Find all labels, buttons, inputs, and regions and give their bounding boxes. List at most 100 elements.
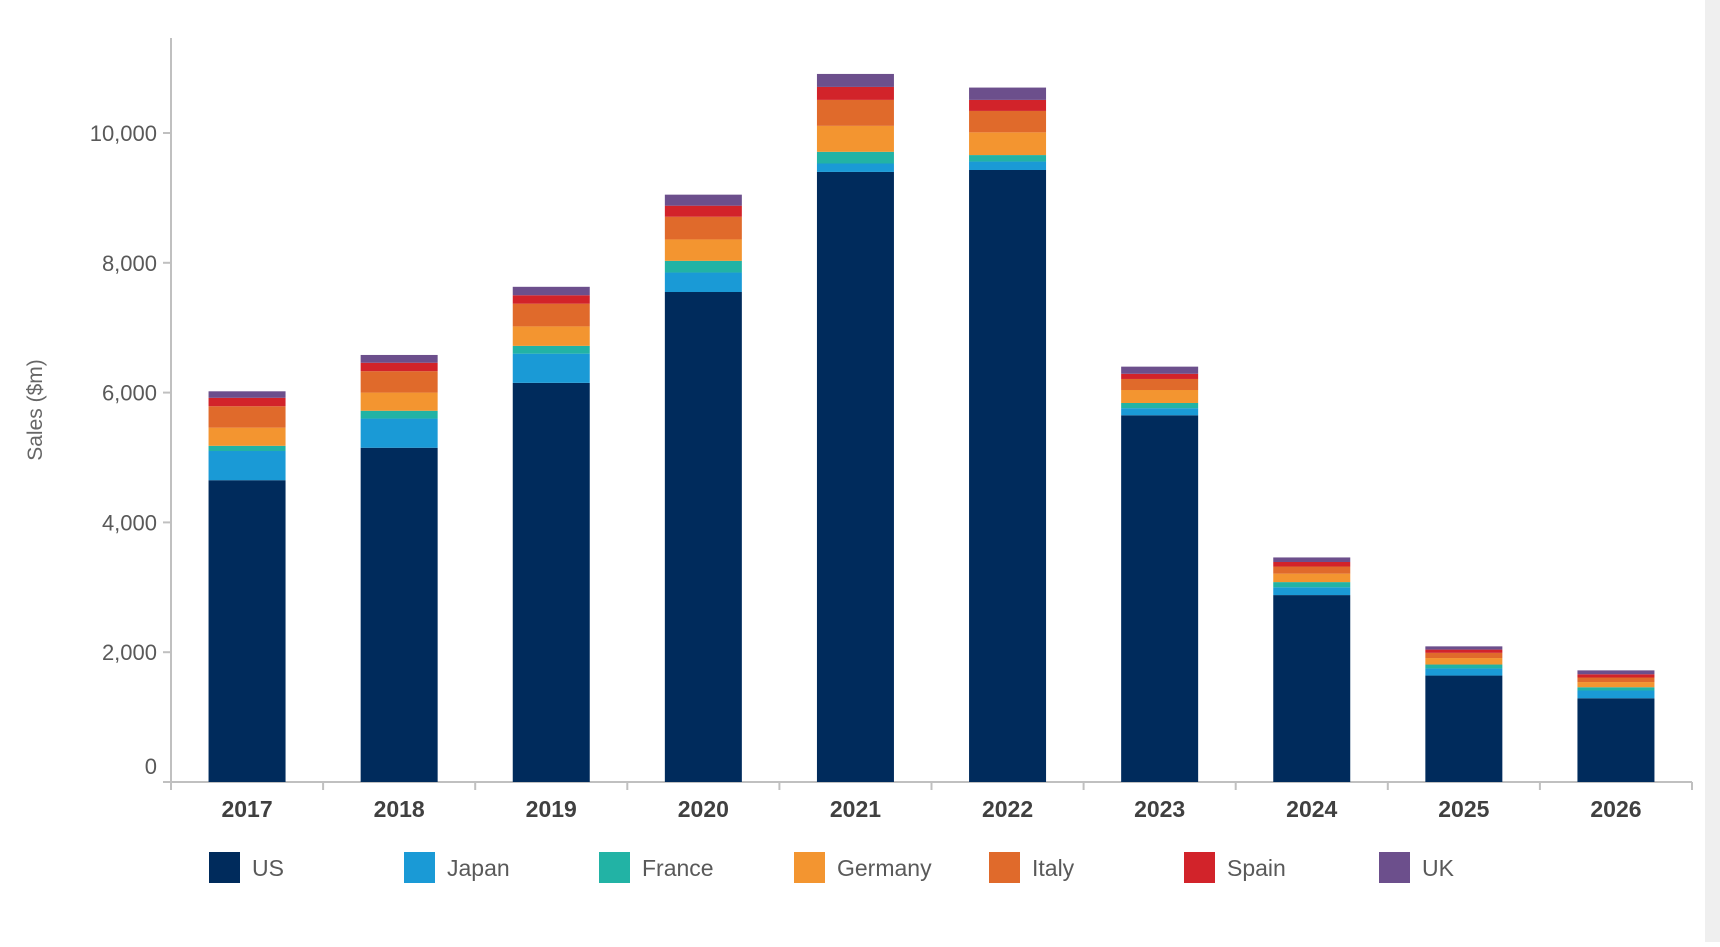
bar-stack-2022[interactable] (969, 87, 1047, 783)
bar-segment-france[interactable] (1273, 582, 1351, 588)
bar-segment-germany[interactable] (1425, 658, 1503, 665)
bar-segment-uk[interactable] (1577, 670, 1655, 675)
bar-segment-spain[interactable] (969, 99, 1047, 111)
bar-segment-germany[interactable] (208, 427, 286, 446)
bar-segment-germany[interactable] (664, 239, 742, 261)
bar-segment-italy[interactable] (1273, 566, 1351, 574)
bar-stack-2021[interactable] (816, 73, 894, 782)
bar-stack-2023[interactable] (1121, 366, 1199, 782)
bar-segment-france[interactable] (512, 345, 590, 354)
bar-segment-japan[interactable] (664, 272, 742, 293)
legend-label: US (252, 855, 284, 881)
bar-segment-us[interactable] (1121, 415, 1199, 782)
bar-segment-us[interactable] (360, 447, 438, 782)
bar-segment-spain[interactable] (664, 205, 742, 217)
bar-segment-japan[interactable] (816, 163, 894, 172)
bar-segment-italy[interactable] (360, 371, 438, 393)
bar-segment-germany[interactable] (1273, 573, 1351, 583)
legend-swatch (989, 852, 1020, 883)
scrollbar-track[interactable] (1705, 0, 1720, 942)
bar-segment-uk[interactable] (816, 73, 894, 87)
bar-segment-italy[interactable] (512, 303, 590, 327)
bar-segment-us[interactable] (1273, 595, 1351, 782)
bar-segment-italy[interactable] (816, 99, 894, 126)
bar-segment-uk[interactable] (1121, 366, 1199, 374)
legend-item-germany[interactable]: Germany (794, 852, 932, 883)
bar-segment-us[interactable] (816, 171, 894, 782)
bar-stack-2019[interactable] (512, 286, 590, 782)
bar-segment-spain[interactable] (1425, 649, 1503, 653)
bar-segment-spain[interactable] (512, 295, 590, 304)
x-tick-label: 2022 (982, 796, 1033, 822)
bar-segment-japan[interactable] (1273, 587, 1351, 596)
bar-segment-france[interactable] (969, 155, 1047, 162)
bar-segment-uk[interactable] (664, 194, 742, 206)
bar-segment-us[interactable] (1425, 675, 1503, 782)
bar-segment-uk[interactable] (1425, 646, 1503, 650)
bar-segment-france[interactable] (208, 445, 286, 452)
bar-segment-uk[interactable] (969, 87, 1047, 100)
legend-label: Germany (837, 855, 932, 881)
bar-segment-uk[interactable] (1273, 557, 1351, 562)
bar-segment-italy[interactable] (664, 216, 742, 240)
bar-segment-us[interactable] (512, 382, 590, 782)
bar-segment-germany[interactable] (1121, 390, 1199, 403)
bar-segment-spain[interactable] (1121, 373, 1199, 379)
bar-segment-japan[interactable] (360, 418, 438, 448)
bar-segment-france[interactable] (360, 410, 438, 419)
bar-segment-japan[interactable] (512, 353, 590, 383)
bar-segment-germany[interactable] (360, 392, 438, 411)
legend-label: UK (1422, 855, 1455, 881)
bar-segment-france[interactable] (816, 151, 894, 164)
y-tick-label: 2,000 (102, 640, 157, 665)
legend-label: Italy (1032, 855, 1075, 881)
bar-segment-germany[interactable] (969, 132, 1047, 156)
legend-item-spain[interactable]: Spain (1184, 852, 1286, 883)
bar-segment-germany[interactable] (512, 326, 590, 346)
bar-segment-uk[interactable] (208, 391, 286, 398)
legend-item-france[interactable]: France (599, 852, 714, 883)
bar-stack-2020[interactable] (664, 194, 742, 782)
y-tick-label: 0 (145, 754, 157, 779)
bar-segment-us[interactable] (1577, 698, 1655, 782)
bar-stack-2018[interactable] (360, 354, 438, 782)
bar-segment-italy[interactable] (1577, 677, 1655, 683)
bar-segment-spain[interactable] (208, 397, 286, 407)
bar-segment-italy[interactable] (969, 110, 1047, 133)
bar-segment-spain[interactable] (360, 362, 438, 372)
x-tick-label: 2019 (526, 796, 577, 822)
bar-segment-japan[interactable] (208, 451, 286, 481)
bar-segment-france[interactable] (1425, 664, 1503, 669)
bar-stack-2025[interactable] (1425, 646, 1503, 782)
bar-stack-2017[interactable] (208, 391, 286, 782)
bar-stack-2026[interactable] (1577, 670, 1655, 782)
bar-segment-germany[interactable] (816, 125, 894, 152)
bar-segment-us[interactable] (664, 292, 742, 782)
bar-segment-japan[interactable] (1121, 408, 1199, 416)
bar-segment-spain[interactable] (1273, 561, 1351, 567)
legend-item-italy[interactable]: Italy (989, 852, 1075, 883)
bar-segment-us[interactable] (208, 480, 286, 782)
bar-segment-france[interactable] (1577, 687, 1655, 691)
bar-segment-uk[interactable] (512, 286, 590, 296)
bar-stack-2024[interactable] (1273, 557, 1351, 782)
bar-segment-japan[interactable] (1425, 668, 1503, 676)
bar-segment-spain[interactable] (816, 86, 894, 100)
bar-segment-italy[interactable] (208, 406, 286, 428)
bar-segment-germany[interactable] (1577, 682, 1655, 688)
bar-segment-france[interactable] (664, 260, 742, 273)
bar-segment-japan[interactable] (1577, 690, 1655, 699)
legend: US Japan France Germany Italy Spain UK (209, 852, 1455, 883)
bar-segment-italy[interactable] (1121, 378, 1199, 391)
legend-item-japan[interactable]: Japan (404, 852, 510, 883)
bar-segment-italy[interactable] (1425, 652, 1503, 659)
bar-segment-japan[interactable] (969, 161, 1047, 170)
legend-item-us[interactable]: US (209, 852, 284, 883)
bar-segment-spain[interactable] (1577, 674, 1655, 678)
bar-segment-france[interactable] (1121, 402, 1199, 409)
y-axis: 0 2,000 4,000 6,000 8,000 10,000 (90, 38, 172, 790)
bar-segment-uk[interactable] (360, 354, 438, 363)
legend-swatch (209, 852, 240, 883)
legend-item-uk[interactable]: UK (1379, 852, 1455, 883)
bar-segment-us[interactable] (969, 169, 1047, 783)
